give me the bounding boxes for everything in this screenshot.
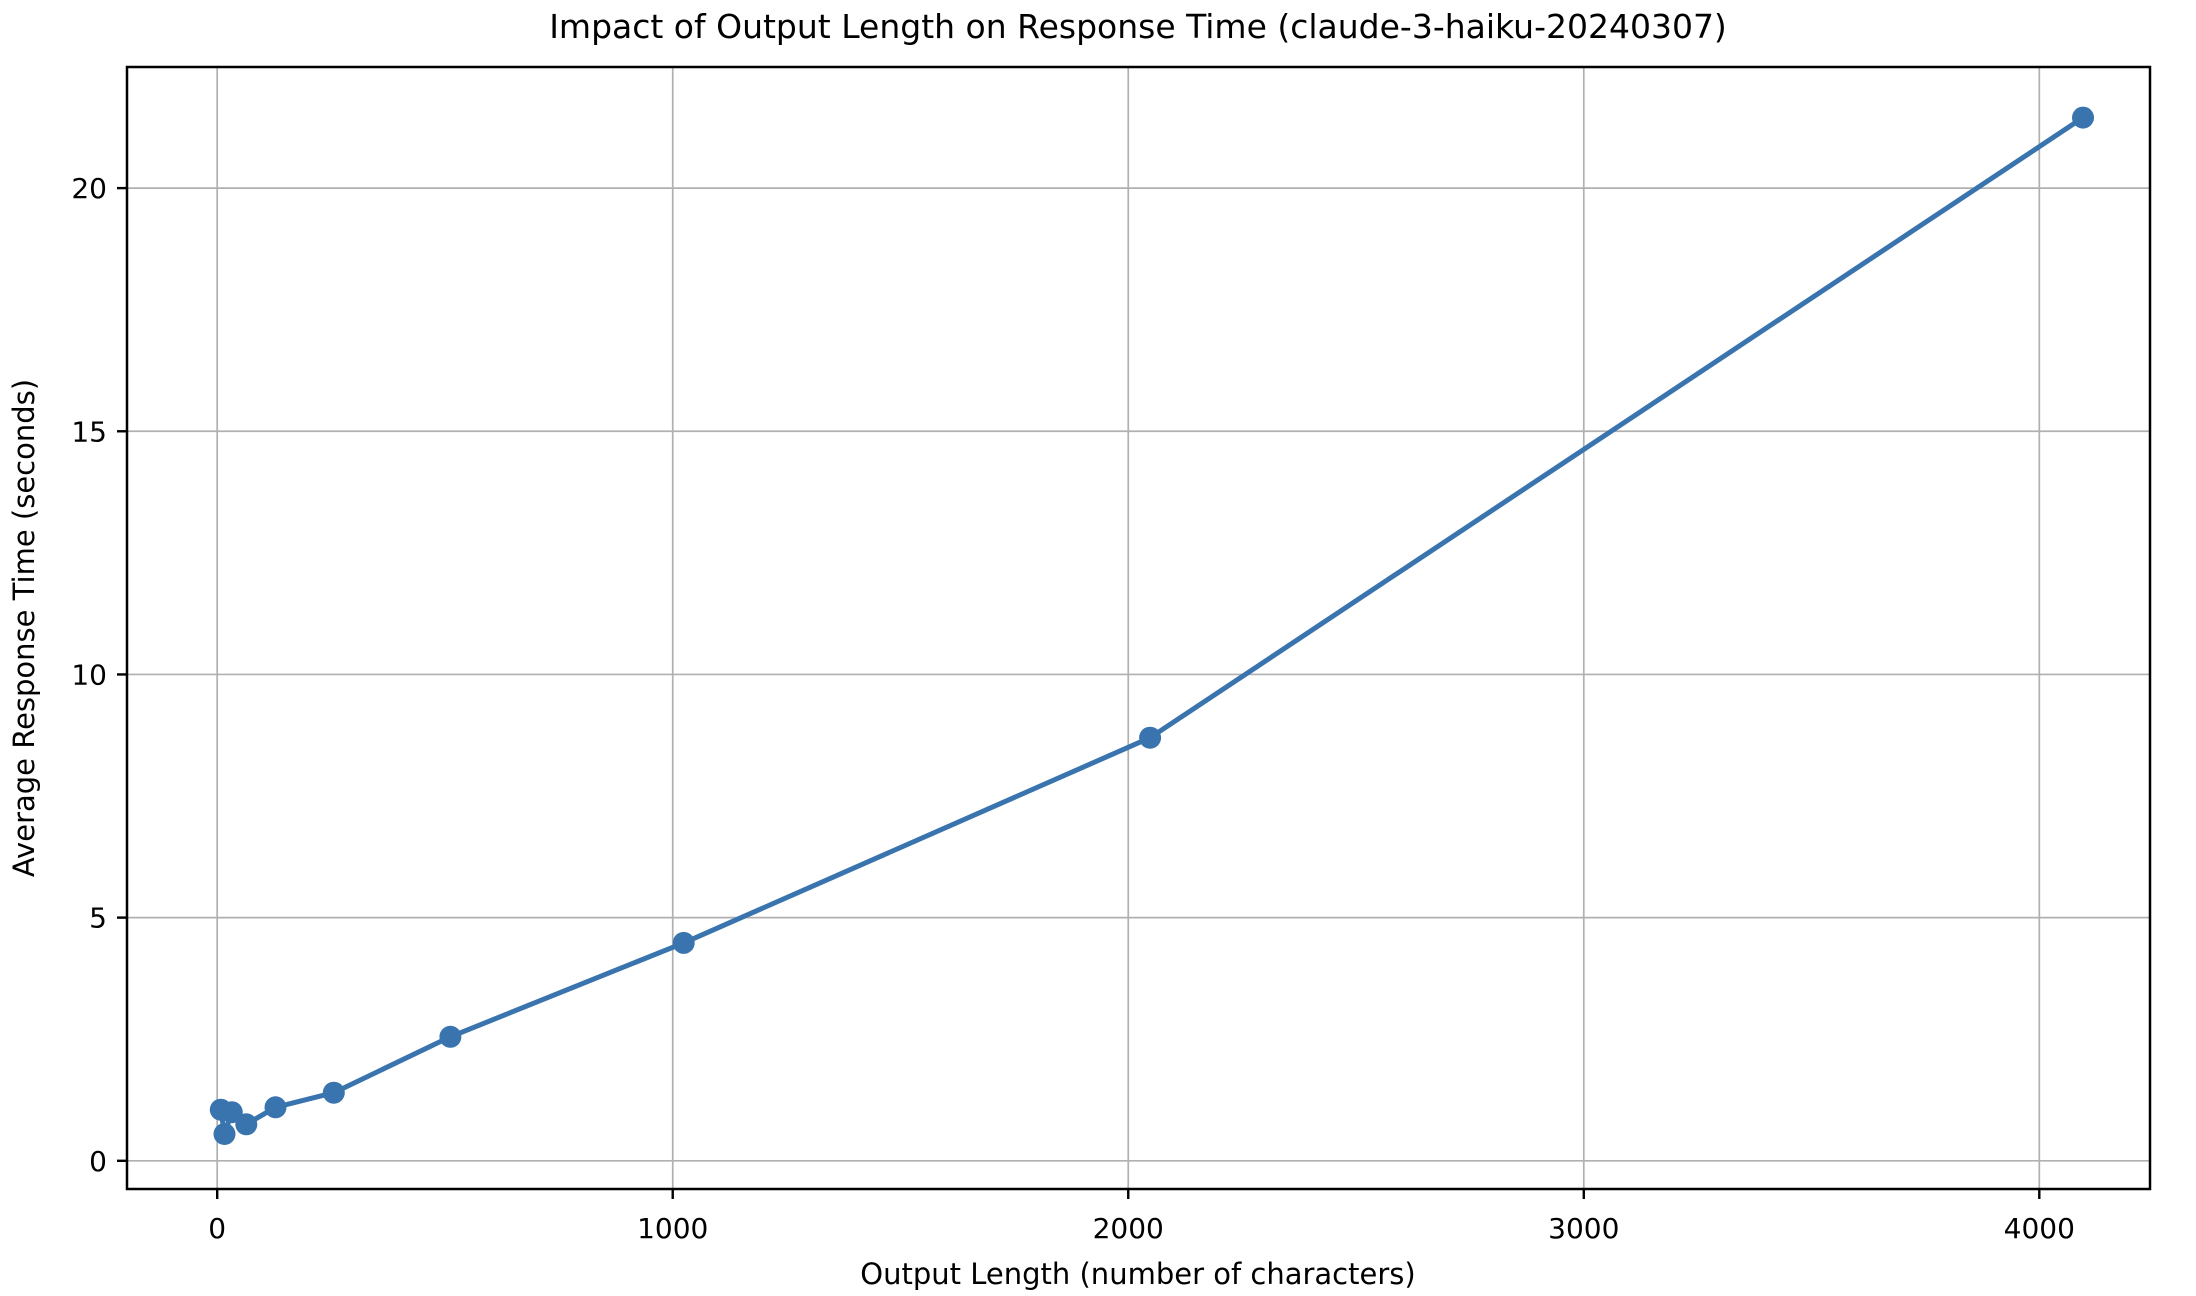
y-axis-label: Average Response Time (seconds) bbox=[7, 379, 41, 877]
data-point-marker bbox=[1139, 726, 1162, 749]
y-tick-label: 0 bbox=[89, 1145, 107, 1178]
axis-ticks bbox=[117, 186, 2041, 1199]
x-tick-label: 4000 bbox=[2004, 1212, 2075, 1245]
gridlines bbox=[127, 67, 2150, 1189]
x-tick-label: 3000 bbox=[1548, 1212, 1619, 1245]
data-point-marker bbox=[235, 1113, 258, 1136]
data-point-marker bbox=[322, 1081, 345, 1104]
axes-box bbox=[125, 65, 2152, 1191]
data-point-marker bbox=[672, 931, 695, 954]
y-tick-labels: 0 5 10 15 20 bbox=[71, 172, 107, 1178]
x-tick-label: 2000 bbox=[1093, 1212, 1164, 1245]
data-point-marker bbox=[264, 1096, 287, 1119]
x-axis-label: Output Length (number of characters) bbox=[860, 1257, 1415, 1291]
y-tick-label: 20 bbox=[71, 172, 107, 205]
data-point-marker bbox=[2072, 106, 2094, 129]
data-point-marker bbox=[213, 1123, 236, 1145]
data-point-marker bbox=[439, 1025, 462, 1048]
x-tick-label: 0 bbox=[208, 1212, 226, 1245]
x-tick-label: 1000 bbox=[637, 1212, 708, 1245]
y-tick-label: 5 bbox=[89, 902, 107, 935]
y-tick-label: 15 bbox=[71, 415, 107, 448]
y-tick-label: 10 bbox=[71, 658, 107, 691]
x-tick-labels: 0 1000 2000 3000 4000 bbox=[208, 1212, 2075, 1245]
chart-title: Impact of Output Length on Response Time… bbox=[549, 7, 1727, 46]
data-series bbox=[209, 106, 2094, 1145]
series-line bbox=[218, 115, 2086, 1137]
data-point-marker bbox=[220, 1101, 243, 1124]
plot-background bbox=[127, 67, 2150, 1189]
axes-spines bbox=[125, 65, 2152, 1191]
